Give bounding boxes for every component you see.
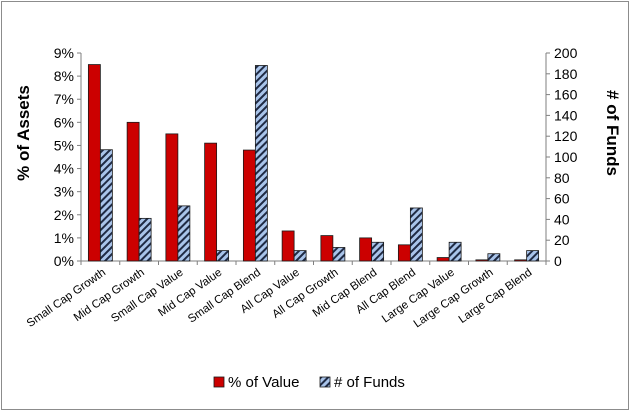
bar-value: [514, 259, 528, 262]
y-tick-label: 8%: [54, 68, 74, 84]
y2-axis-title: # of Funds: [603, 90, 622, 176]
y2-tick-label: 160: [554, 87, 578, 103]
y2-tick-label: 80: [554, 170, 570, 186]
bar-value: [436, 257, 450, 262]
bar-funds: [177, 205, 191, 262]
y-tick-label: 5%: [54, 137, 74, 153]
y-tick-label: 6%: [54, 114, 74, 130]
bar-funds: [138, 217, 152, 262]
y2-tick-label: 180: [554, 66, 578, 82]
bar-funds: [216, 250, 230, 262]
y2-tick-label: 20: [554, 232, 570, 248]
y-tick-label: 9%: [54, 45, 74, 61]
y-axis-title: % of Assets: [14, 85, 33, 181]
y-tick-label: 3%: [54, 184, 74, 200]
y2-tick-label: 140: [554, 107, 578, 123]
y2-tick-label: 60: [554, 191, 570, 207]
y-tick-label: 7%: [54, 91, 74, 107]
bar-value: [281, 230, 295, 262]
bar-value: [475, 259, 489, 262]
x-tick-label: All Cap Growth: [270, 267, 340, 321]
bar-value: [204, 142, 218, 262]
bar-value: [397, 244, 411, 262]
bar-funds: [371, 241, 385, 262]
legend-swatch-value: [213, 376, 225, 388]
bar-value: [320, 235, 334, 262]
y-tick-label: 0%: [54, 253, 74, 269]
bar-funds: [448, 241, 462, 262]
bar-value: [87, 64, 101, 262]
bar-funds: [293, 250, 307, 262]
y-tick-label: 2%: [54, 207, 74, 223]
legend-label-value: % of Value: [228, 374, 299, 391]
bar-funds: [409, 207, 423, 262]
bar-funds: [332, 247, 346, 262]
y2-tick-label: 120: [554, 128, 578, 144]
legend-swatch-funds: [319, 376, 331, 388]
bar-chart: 0% 1% 2% 3% 4% 5% 6% 7% 8% 9% 0 20 40 60 80 100 120 140 16…: [14, 45, 622, 391]
y2-tick-label: 40: [554, 211, 570, 227]
bar-value: [165, 133, 179, 262]
y2-tick-label: 0: [554, 253, 562, 269]
legend-label-funds: # of Funds: [334, 374, 405, 391]
y2-tick-label: 200: [554, 45, 578, 61]
bar-value: [242, 149, 256, 262]
bar-funds: [254, 65, 268, 262]
bar-value: [359, 237, 373, 262]
plot-area: 0% 1% 2% 3% 4% 5% 6% 7% 8% 9% 0 20 40 60 80 100 120 140 16…: [25, 45, 578, 330]
y2-tick-label: 100: [554, 149, 578, 165]
bar-funds: [487, 253, 501, 262]
y-tick-label: 1%: [54, 230, 74, 246]
bar-funds: [99, 149, 113, 262]
bar-value: [126, 121, 140, 262]
x-tick-label: Large Cap Blend: [457, 267, 535, 326]
legend: % of Value # of Funds: [213, 374, 405, 391]
bar-funds: [526, 250, 540, 262]
y-tick-label: 4%: [54, 161, 74, 177]
